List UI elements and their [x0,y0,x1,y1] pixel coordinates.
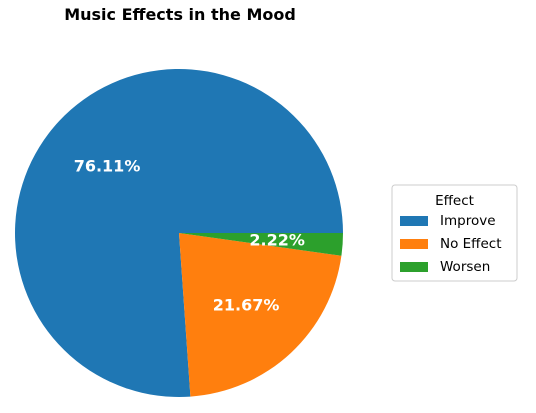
legend-items: Improve No Effect Worsen [400,213,502,275]
pie-slice-improve [14,68,344,398]
pie-value-labels: 76.11% 21.67% 2.22% [74,156,305,314]
pie-slice-no-effect [179,233,342,397]
legend: Effect Improve No Effect Worsen [391,184,518,282]
legend-swatch-improve [400,216,428,226]
legend-frame [391,184,518,282]
pie-label-no-effect: 21.67% [213,295,280,314]
legend-label-improve: Improve [440,213,496,229]
pie-label-worsen: 2.22% [249,230,305,249]
chart-title: Music Effects in the Mood [64,5,296,24]
legend-label-no-effect: No Effect [440,236,502,252]
pie-slice-worsen [179,233,343,256]
legend-title: Effect [435,193,474,209]
pie-label-improve: 76.11% [74,156,141,175]
legend-swatch-worsen [400,262,428,272]
legend-label-worsen: Worsen [440,259,490,275]
pie-slices [14,68,344,398]
legend-swatch-no-effect [400,239,428,249]
